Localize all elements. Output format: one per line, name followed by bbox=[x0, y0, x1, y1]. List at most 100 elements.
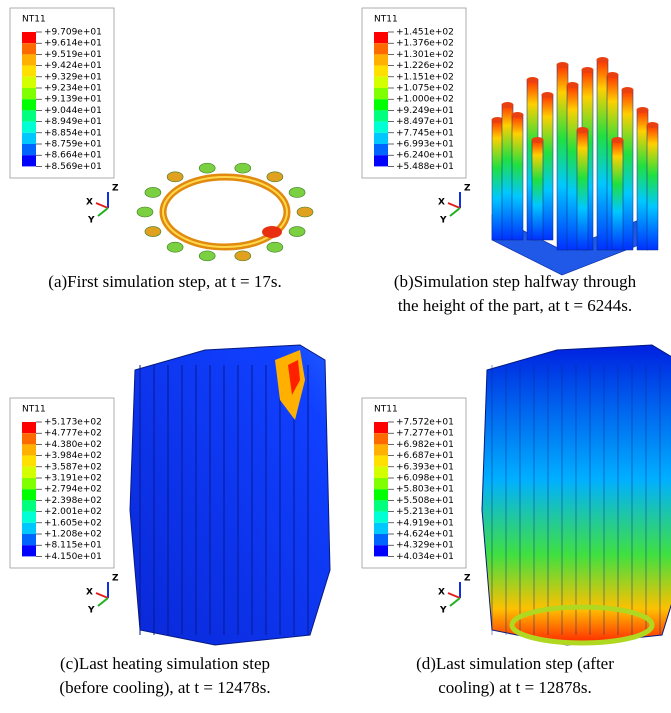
axis-label-z: Z bbox=[464, 574, 471, 584]
legend-label: +4.919e+01 bbox=[396, 518, 454, 528]
blob bbox=[145, 187, 161, 197]
blob bbox=[167, 172, 183, 182]
legend-label: +5.488e+01 bbox=[396, 162, 454, 172]
legend-band bbox=[374, 433, 388, 444]
axis-label-y: Y bbox=[439, 606, 447, 616]
column-top bbox=[607, 72, 619, 78]
legend-band bbox=[374, 512, 388, 523]
axis-y bbox=[450, 598, 460, 606]
legend-label: +9.249e+01 bbox=[396, 106, 454, 116]
blob bbox=[145, 227, 161, 237]
legend-band bbox=[22, 545, 36, 556]
legend-label: +4.380e+02 bbox=[44, 440, 102, 450]
legend: NT11+5.173e+02+4.777e+02+4.380e+02+3.984… bbox=[10, 398, 114, 568]
blob bbox=[167, 242, 183, 252]
caption: cooling) at t = 12878s. bbox=[438, 678, 592, 697]
axis-label-z: Z bbox=[112, 574, 119, 584]
column bbox=[622, 90, 633, 250]
legend-band bbox=[374, 43, 388, 54]
render bbox=[482, 345, 671, 645]
legend-band bbox=[374, 523, 388, 534]
tower bbox=[482, 345, 671, 645]
blob bbox=[235, 163, 251, 173]
legend-band bbox=[374, 500, 388, 511]
column-top bbox=[542, 92, 554, 98]
legend-label: +7.572e+01 bbox=[396, 418, 454, 428]
legend-band bbox=[374, 534, 388, 545]
blob bbox=[199, 163, 215, 173]
axis-label-y: Y bbox=[87, 606, 95, 616]
legend-band bbox=[374, 133, 388, 144]
column-top bbox=[622, 87, 634, 93]
legend-label: +1.226e+02 bbox=[396, 61, 454, 71]
caption: (d)Last simulation step (after bbox=[416, 654, 614, 673]
legend-band bbox=[374, 110, 388, 121]
column-top bbox=[567, 82, 579, 88]
legend: NT11+7.572e+01+7.277e+01+6.982e+01+6.687… bbox=[362, 398, 466, 568]
legend-label: +6.982e+01 bbox=[396, 440, 454, 450]
legend-band bbox=[374, 478, 388, 489]
legend-band bbox=[22, 512, 36, 523]
legend-label: +1.376e+02 bbox=[396, 39, 454, 49]
column-top bbox=[492, 117, 504, 123]
column bbox=[637, 110, 648, 250]
legend-label: +5.508e+01 bbox=[396, 496, 454, 506]
axis-label-x: X bbox=[86, 588, 93, 598]
legend-band bbox=[374, 144, 388, 155]
legend-title: NT11 bbox=[22, 405, 46, 415]
legend-label: +8.664e+01 bbox=[44, 151, 102, 161]
legend-label: +7.745e+01 bbox=[396, 128, 454, 138]
legend-band bbox=[374, 66, 388, 77]
legend-band bbox=[374, 54, 388, 65]
legend-label: +9.044e+01 bbox=[44, 106, 102, 116]
legend-title: NT11 bbox=[374, 405, 398, 415]
column-top bbox=[647, 122, 659, 128]
caption: the height of the part, at t = 6244s. bbox=[398, 296, 632, 315]
legend-label: +6.993e+01 bbox=[396, 140, 454, 150]
axis-x bbox=[448, 593, 460, 598]
blob bbox=[199, 251, 215, 261]
column-top bbox=[532, 137, 544, 143]
blob bbox=[297, 207, 313, 217]
legend-label: +9.519e+01 bbox=[44, 50, 102, 60]
subfigure: NT11+7.572e+01+7.277e+01+6.982e+01+6.687… bbox=[362, 345, 671, 697]
blob bbox=[267, 172, 283, 182]
axis-triad: ZXY bbox=[438, 184, 471, 226]
legend-label: +1.605e+02 bbox=[44, 518, 102, 528]
subfigure: NT11+5.173e+02+4.777e+02+4.380e+02+3.984… bbox=[10, 345, 330, 697]
legend-label: +8.115e+01 bbox=[44, 541, 102, 551]
axis-label-x: X bbox=[438, 198, 445, 208]
legend-label: +4.034e+01 bbox=[396, 552, 454, 562]
legend-label: +8.759e+01 bbox=[44, 140, 102, 150]
column-top bbox=[502, 102, 514, 108]
legend-label: +6.240e+01 bbox=[396, 151, 454, 161]
legend-band bbox=[374, 122, 388, 133]
legend: NT11+1.451e+02+1.376e+02+1.301e+02+1.226… bbox=[362, 8, 466, 178]
legend-label: +9.329e+01 bbox=[44, 72, 102, 82]
legend-label: +8.949e+01 bbox=[44, 117, 102, 127]
render bbox=[137, 163, 313, 261]
legend-label: +9.234e+01 bbox=[44, 84, 102, 94]
legend-label: +7.277e+01 bbox=[396, 429, 454, 439]
legend-band bbox=[22, 444, 36, 455]
column-top bbox=[512, 112, 524, 118]
legend-label: +8.497e+01 bbox=[396, 117, 454, 127]
legend-label: +2.001e+02 bbox=[44, 507, 102, 517]
legend-band bbox=[22, 155, 36, 166]
legend-label: +1.208e+02 bbox=[44, 530, 102, 540]
column bbox=[502, 105, 513, 240]
axis-x bbox=[96, 593, 108, 598]
legend-label: +4.624e+01 bbox=[396, 530, 454, 540]
legend-band bbox=[22, 77, 36, 88]
blob bbox=[289, 227, 305, 237]
axis-y bbox=[450, 208, 460, 216]
subfigure: NT11+9.709e+01+9.614e+01+9.519e+01+9.424… bbox=[10, 8, 313, 291]
legend-label: +9.614e+01 bbox=[44, 39, 102, 49]
subfigure: NT11+1.451e+02+1.376e+02+1.301e+02+1.226… bbox=[362, 8, 659, 315]
caption: (c)Last heating simulation step bbox=[60, 654, 270, 673]
legend: NT11+9.709e+01+9.614e+01+9.519e+01+9.424… bbox=[10, 8, 114, 178]
legend-label: +1.075e+02 bbox=[396, 84, 454, 94]
legend-label: +8.569e+01 bbox=[44, 162, 102, 172]
axis-triad: ZXY bbox=[86, 184, 119, 226]
render bbox=[492, 57, 659, 275]
